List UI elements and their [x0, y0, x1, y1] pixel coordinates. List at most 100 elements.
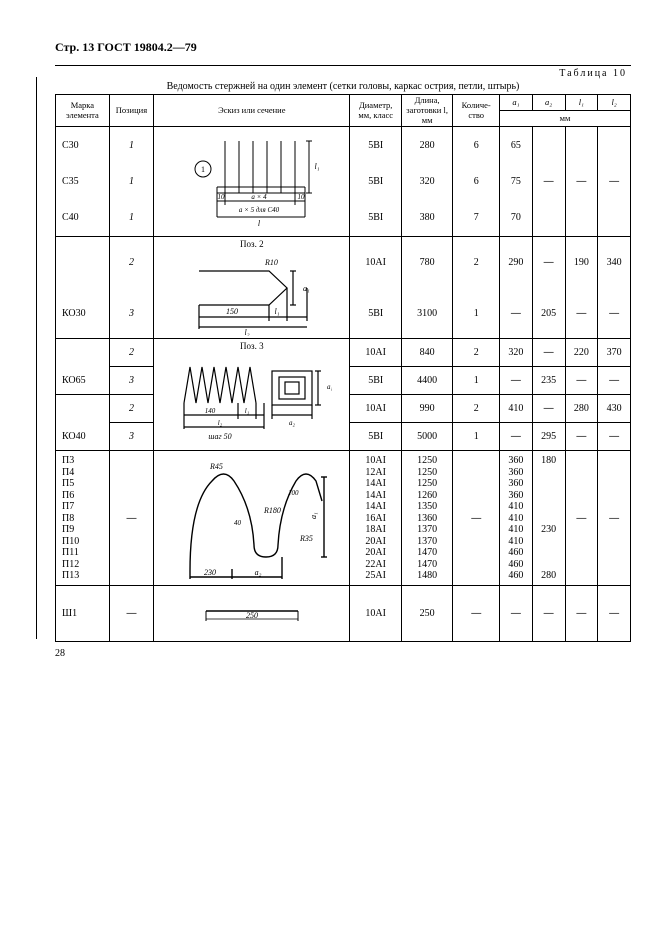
sketch-sh: 250	[154, 586, 350, 642]
svg-text:1: 1	[201, 165, 205, 174]
table-row: 2 Поз. 3	[56, 339, 631, 367]
top-rule	[55, 65, 631, 66]
cell-marka: С40	[56, 200, 110, 237]
cell-l2: —	[598, 451, 631, 586]
th-diam: Диаметр, мм, класс	[350, 95, 401, 127]
cell-diam: 5ВІ	[350, 164, 401, 200]
cell-a1: 410	[500, 395, 533, 423]
sketch-p: R45 R180 R35 40 100 230 a₂ a₁	[154, 451, 350, 586]
cell-qty: 2	[453, 237, 500, 288]
cell-a2: —	[532, 586, 565, 642]
cell-diam: 10АІ	[350, 395, 401, 423]
svg-text:10: 10	[297, 193, 305, 201]
cell-l2: —	[598, 423, 631, 451]
cell-a2: 235	[532, 367, 565, 395]
svg-text:a₁: a₁	[303, 284, 310, 293]
cell-poz: 1	[109, 200, 153, 237]
svg-text:a × 5 для C40: a × 5 для C40	[239, 206, 280, 214]
svg-text:40: 40	[234, 519, 242, 527]
cell-len: 4400	[401, 367, 452, 395]
cell-a1: —	[500, 367, 533, 395]
cell-len: 840	[401, 339, 452, 367]
cell-marka: КО65	[56, 367, 110, 395]
svg-text:l₂: l₂	[244, 328, 249, 336]
cell-poz: 2	[109, 339, 153, 367]
cell-len: 990	[401, 395, 452, 423]
cell-a1-stack: 360360360360410410410410460460460	[500, 451, 533, 586]
cell-a1: 290	[500, 237, 533, 288]
cell-l2: 430	[598, 395, 631, 423]
svg-text:100: 100	[288, 489, 299, 497]
cell-a1: 75	[500, 164, 533, 200]
sketch-ko30: Поз. 2 R10 150 l₁ l₂ a₁	[154, 237, 350, 339]
cell-diam-stack: 10АІ12АІ14АІ14АІ14АІ16АІ18АІ20АІ20АІ22АІ…	[350, 451, 401, 586]
cell-l2: —	[598, 288, 631, 339]
cell-qty: —	[453, 451, 500, 586]
cell-len: 280	[401, 127, 452, 164]
svg-text:230: 230	[204, 568, 216, 577]
cell-a1: —	[500, 288, 533, 339]
cell-len: 250	[401, 586, 452, 642]
cell-marka: С30	[56, 127, 110, 164]
cell-diam: 10АІ	[350, 339, 401, 367]
cell-a2: 205	[532, 288, 565, 339]
cell-marka: КО40	[56, 423, 110, 451]
svg-text:a₂: a₂	[254, 568, 261, 577]
svg-text:l: l	[258, 219, 261, 228]
sketch-c: 1 10 a × 4 10 a × 5 для C40 l l₁	[154, 127, 350, 237]
cell-len: 320	[401, 164, 452, 200]
cell-qty: 1	[453, 288, 500, 339]
cell-l2: 370	[598, 339, 631, 367]
table-row: П3П4П5П6П7П8П9П10П11П12П13 — R45 R180 R3…	[56, 451, 631, 586]
table-row: 2 Поз. 2 R10 150 l₁ l₂	[56, 237, 631, 288]
cell-poz: 3	[109, 423, 153, 451]
cell-len-stack: 1250125012501260135013601370137014701470…	[401, 451, 452, 586]
svg-text:a₁: a₁	[309, 512, 318, 519]
cell-marka-stack: П3П4П5П6П7П8П9П10П11П12П13	[56, 451, 110, 586]
cell-poz: 2	[109, 237, 153, 288]
cell-diam: 5ВІ	[350, 200, 401, 237]
cell-poz: 3	[109, 288, 153, 339]
cell-l1: 280	[565, 395, 598, 423]
th-sketch: Эскиз или сечение	[154, 95, 350, 127]
cell-a1: 65	[500, 127, 533, 164]
cell-diam: 5ВІ	[350, 367, 401, 395]
cell-marka: С35	[56, 164, 110, 200]
page-header: Стр. 13 ГОСТ 19804.2—79	[55, 40, 631, 55]
svg-text:250: 250	[246, 611, 258, 620]
cell-qty: 6	[453, 127, 500, 164]
svg-text:a₂: a₂	[289, 419, 296, 427]
cell-poz: 1	[109, 164, 153, 200]
cell-qty: 7	[453, 200, 500, 237]
cell-l1: —	[565, 127, 598, 237]
cell-diam: 5ВІ	[350, 127, 401, 164]
svg-text:140: 140	[205, 407, 216, 415]
th-marka: Марка элемента	[56, 95, 110, 127]
svg-text:l₂: l₂	[218, 419, 223, 427]
cell-diam: 10АІ	[350, 586, 401, 642]
svg-text:R45: R45	[209, 462, 223, 471]
th-l1: l₁	[565, 95, 598, 111]
cell-l2: —	[598, 367, 631, 395]
cell-poz: —	[109, 586, 153, 642]
cell-qty: —	[453, 586, 500, 642]
cell-poz: 1	[109, 127, 153, 164]
sketch-ko-poz3: Поз. 3	[154, 339, 350, 451]
cell-l1: —	[565, 586, 598, 642]
svg-text:a₁: a₁	[327, 383, 332, 391]
cell-a2-stack: 180 230 280	[532, 451, 565, 586]
cell-l1: —	[565, 423, 598, 451]
svg-text:шаг 50: шаг 50	[208, 432, 231, 441]
cell-a2: 295	[532, 423, 565, 451]
cell-poz: 2	[109, 395, 153, 423]
cell-l1: —	[565, 451, 598, 586]
cell-len: 780	[401, 237, 452, 288]
table-row: Ш1 — 250 10АІ 250 — — — — —	[56, 586, 631, 642]
cell-l2: —	[598, 586, 631, 642]
cell-a2: —	[532, 395, 565, 423]
cell-qty: 2	[453, 339, 500, 367]
cell-diam: 5ВІ	[350, 423, 401, 451]
cell-marka: КО30	[56, 288, 110, 339]
cell-l1: 220	[565, 339, 598, 367]
margin-rule	[36, 77, 37, 639]
